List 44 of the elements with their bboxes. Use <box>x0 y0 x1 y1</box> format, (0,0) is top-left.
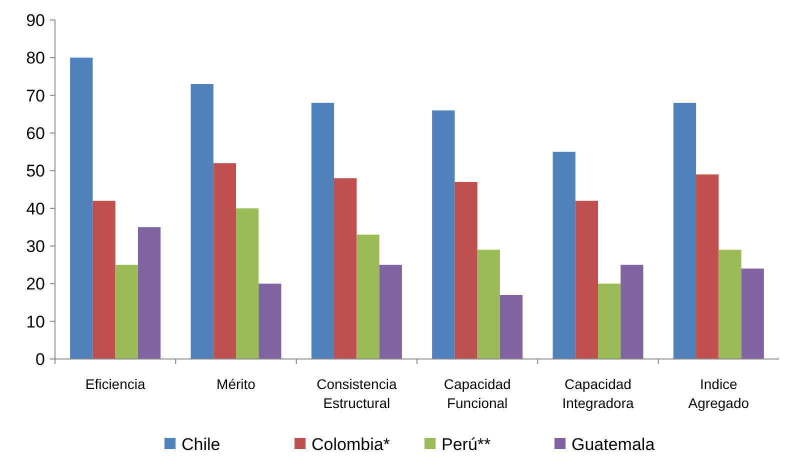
bar <box>552 152 576 359</box>
bar <box>500 294 523 359</box>
bar <box>718 250 742 359</box>
bar <box>696 174 719 359</box>
bar <box>356 234 380 359</box>
legend-label: Colombia* <box>312 434 390 454</box>
x-tick-label: Consistencia Estructural <box>316 376 397 411</box>
bar <box>190 84 214 359</box>
x-tick-label: Capacidad Integradora <box>562 376 634 411</box>
legend-label: Guatemala <box>572 434 656 454</box>
x-tick-label: Indice Agregado <box>688 376 750 411</box>
x-tick-label: Eficiencia <box>85 376 146 392</box>
bar <box>258 284 282 359</box>
bar <box>311 102 334 359</box>
legend-label: Chile <box>182 434 220 454</box>
bar <box>115 264 138 359</box>
bar <box>379 264 402 359</box>
bar <box>673 102 696 359</box>
y-tick-label: 10 <box>26 312 45 332</box>
bar <box>454 182 478 359</box>
bar <box>138 227 161 359</box>
y-tick-label: 90 <box>26 10 45 30</box>
y-tick-label: 80 <box>26 48 45 68</box>
bar <box>236 208 259 359</box>
bar <box>477 250 500 359</box>
y-tick-label: 0 <box>36 350 45 369</box>
y-tick-label: 20 <box>26 274 45 294</box>
bar <box>575 200 598 359</box>
y-tick-label: 40 <box>26 199 45 218</box>
bar <box>741 268 764 359</box>
bar <box>598 284 621 359</box>
bar <box>334 178 357 359</box>
x-tick-label: Capacidad Funcional <box>444 376 511 411</box>
x-tick-label: Mérito <box>216 376 256 392</box>
bar <box>432 110 455 359</box>
bar <box>70 58 93 359</box>
bar <box>92 200 116 359</box>
bar <box>620 264 644 359</box>
y-tick-label: 60 <box>26 124 45 143</box>
y-tick-label: 30 <box>26 236 45 256</box>
y-tick-label: 70 <box>26 86 45 106</box>
legend-label: Perú** <box>442 434 492 454</box>
y-tick-label: 50 <box>26 162 45 181</box>
bar <box>213 163 236 359</box>
